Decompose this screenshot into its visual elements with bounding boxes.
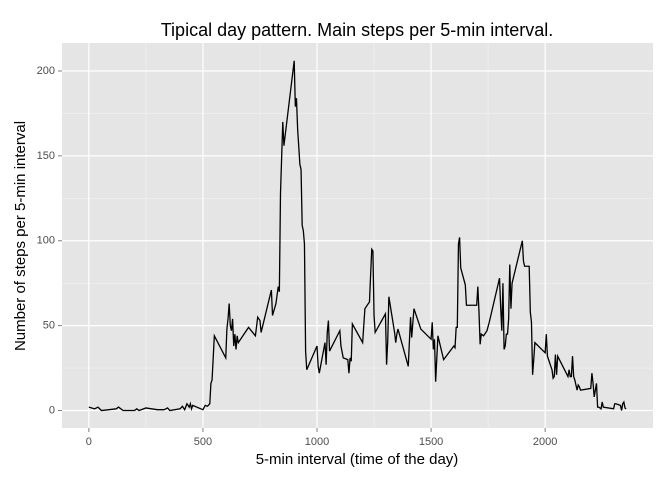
y-axis-title: Number of steps per 5-min interval: [12, 121, 29, 351]
x-axis-title: 5-min interval (time of the day): [256, 451, 459, 468]
y-tick-label: 150: [37, 150, 55, 162]
x-tick-label: 1000: [305, 436, 329, 448]
y-tick-label: 200: [37, 65, 55, 77]
x-tick-label: 500: [194, 436, 212, 448]
chart-title: Tipical day pattern. Main steps per 5-mi…: [161, 20, 554, 40]
data-line: [88, 60, 627, 412]
x-tick-label: 0: [86, 436, 92, 448]
x-tick-label: 1500: [419, 436, 443, 448]
x-tick-label: 2000: [533, 436, 557, 448]
y-tick-label: 100: [37, 235, 55, 247]
y-tick-label: 50: [43, 320, 55, 332]
y-tick-label: 0: [49, 404, 55, 416]
